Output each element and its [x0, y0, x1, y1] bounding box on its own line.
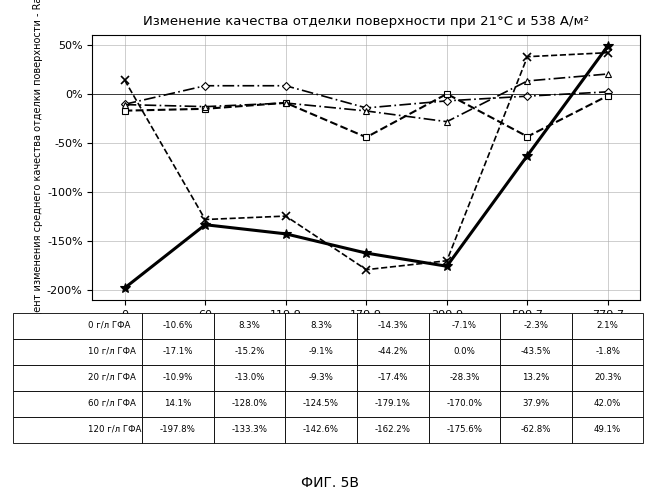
Text: -175.6%: -175.6% [446, 425, 482, 434]
Y-axis label: Процент изменения среднего качества отделки поверхности - Ra: Процент изменения среднего качества отде… [33, 0, 43, 338]
Text: 120 г/л ГФА: 120 г/л ГФА [88, 425, 141, 434]
Text: -162.2%: -162.2% [375, 425, 411, 434]
Text: -2.3%: -2.3% [523, 321, 548, 330]
Text: -17.1%: -17.1% [162, 347, 193, 356]
Text: 0 г/л ГФА: 0 г/л ГФА [88, 321, 130, 330]
Text: -62.8%: -62.8% [521, 425, 551, 434]
Text: 42.0%: 42.0% [594, 399, 621, 408]
Text: -9.3%: -9.3% [309, 373, 333, 382]
Text: -170.0%: -170.0% [446, 399, 482, 408]
Text: 13.2%: 13.2% [522, 373, 550, 382]
Text: -124.5%: -124.5% [303, 399, 339, 408]
Text: 49.1%: 49.1% [594, 425, 621, 434]
Text: -10.6%: -10.6% [162, 321, 193, 330]
Title: Изменение качества отделки поверхности при 21°C и 538 А/м²: Изменение качества отделки поверхности п… [143, 16, 589, 28]
Text: -9.1%: -9.1% [309, 347, 333, 356]
Text: -17.4%: -17.4% [378, 373, 408, 382]
Text: 10 г/л ГФА: 10 г/л ГФА [88, 347, 136, 356]
Text: 37.9%: 37.9% [522, 399, 550, 408]
Text: -179.1%: -179.1% [375, 399, 411, 408]
Text: 14.1%: 14.1% [164, 399, 191, 408]
Text: -43.5%: -43.5% [521, 347, 551, 356]
Text: 20 г/л ГФА: 20 г/л ГФА [88, 373, 136, 382]
Text: -28.3%: -28.3% [449, 373, 480, 382]
Text: -10.9%: -10.9% [162, 373, 193, 382]
Text: -13.0%: -13.0% [234, 373, 265, 382]
Text: -7.1%: -7.1% [452, 321, 477, 330]
Text: 0.0%: 0.0% [453, 347, 475, 356]
Text: -133.3%: -133.3% [232, 425, 267, 434]
Text: -44.2%: -44.2% [378, 347, 408, 356]
Text: 60 г/л ГФА: 60 г/л ГФА [88, 399, 136, 408]
Text: -1.8%: -1.8% [595, 347, 620, 356]
X-axis label: Концентрация лимонной кислоты (г/л): Концентрация лимонной кислоты (г/л) [252, 326, 480, 336]
Text: -142.6%: -142.6% [303, 425, 339, 434]
Text: -128.0%: -128.0% [232, 399, 267, 408]
Text: 8.3%: 8.3% [310, 321, 332, 330]
Text: ФИГ. 5В: ФИГ. 5В [301, 476, 359, 490]
Text: 2.1%: 2.1% [597, 321, 618, 330]
Text: -14.3%: -14.3% [378, 321, 408, 330]
Text: 8.3%: 8.3% [238, 321, 260, 330]
Text: -15.2%: -15.2% [234, 347, 265, 356]
Text: 20.3%: 20.3% [594, 373, 621, 382]
Text: -197.8%: -197.8% [160, 425, 195, 434]
